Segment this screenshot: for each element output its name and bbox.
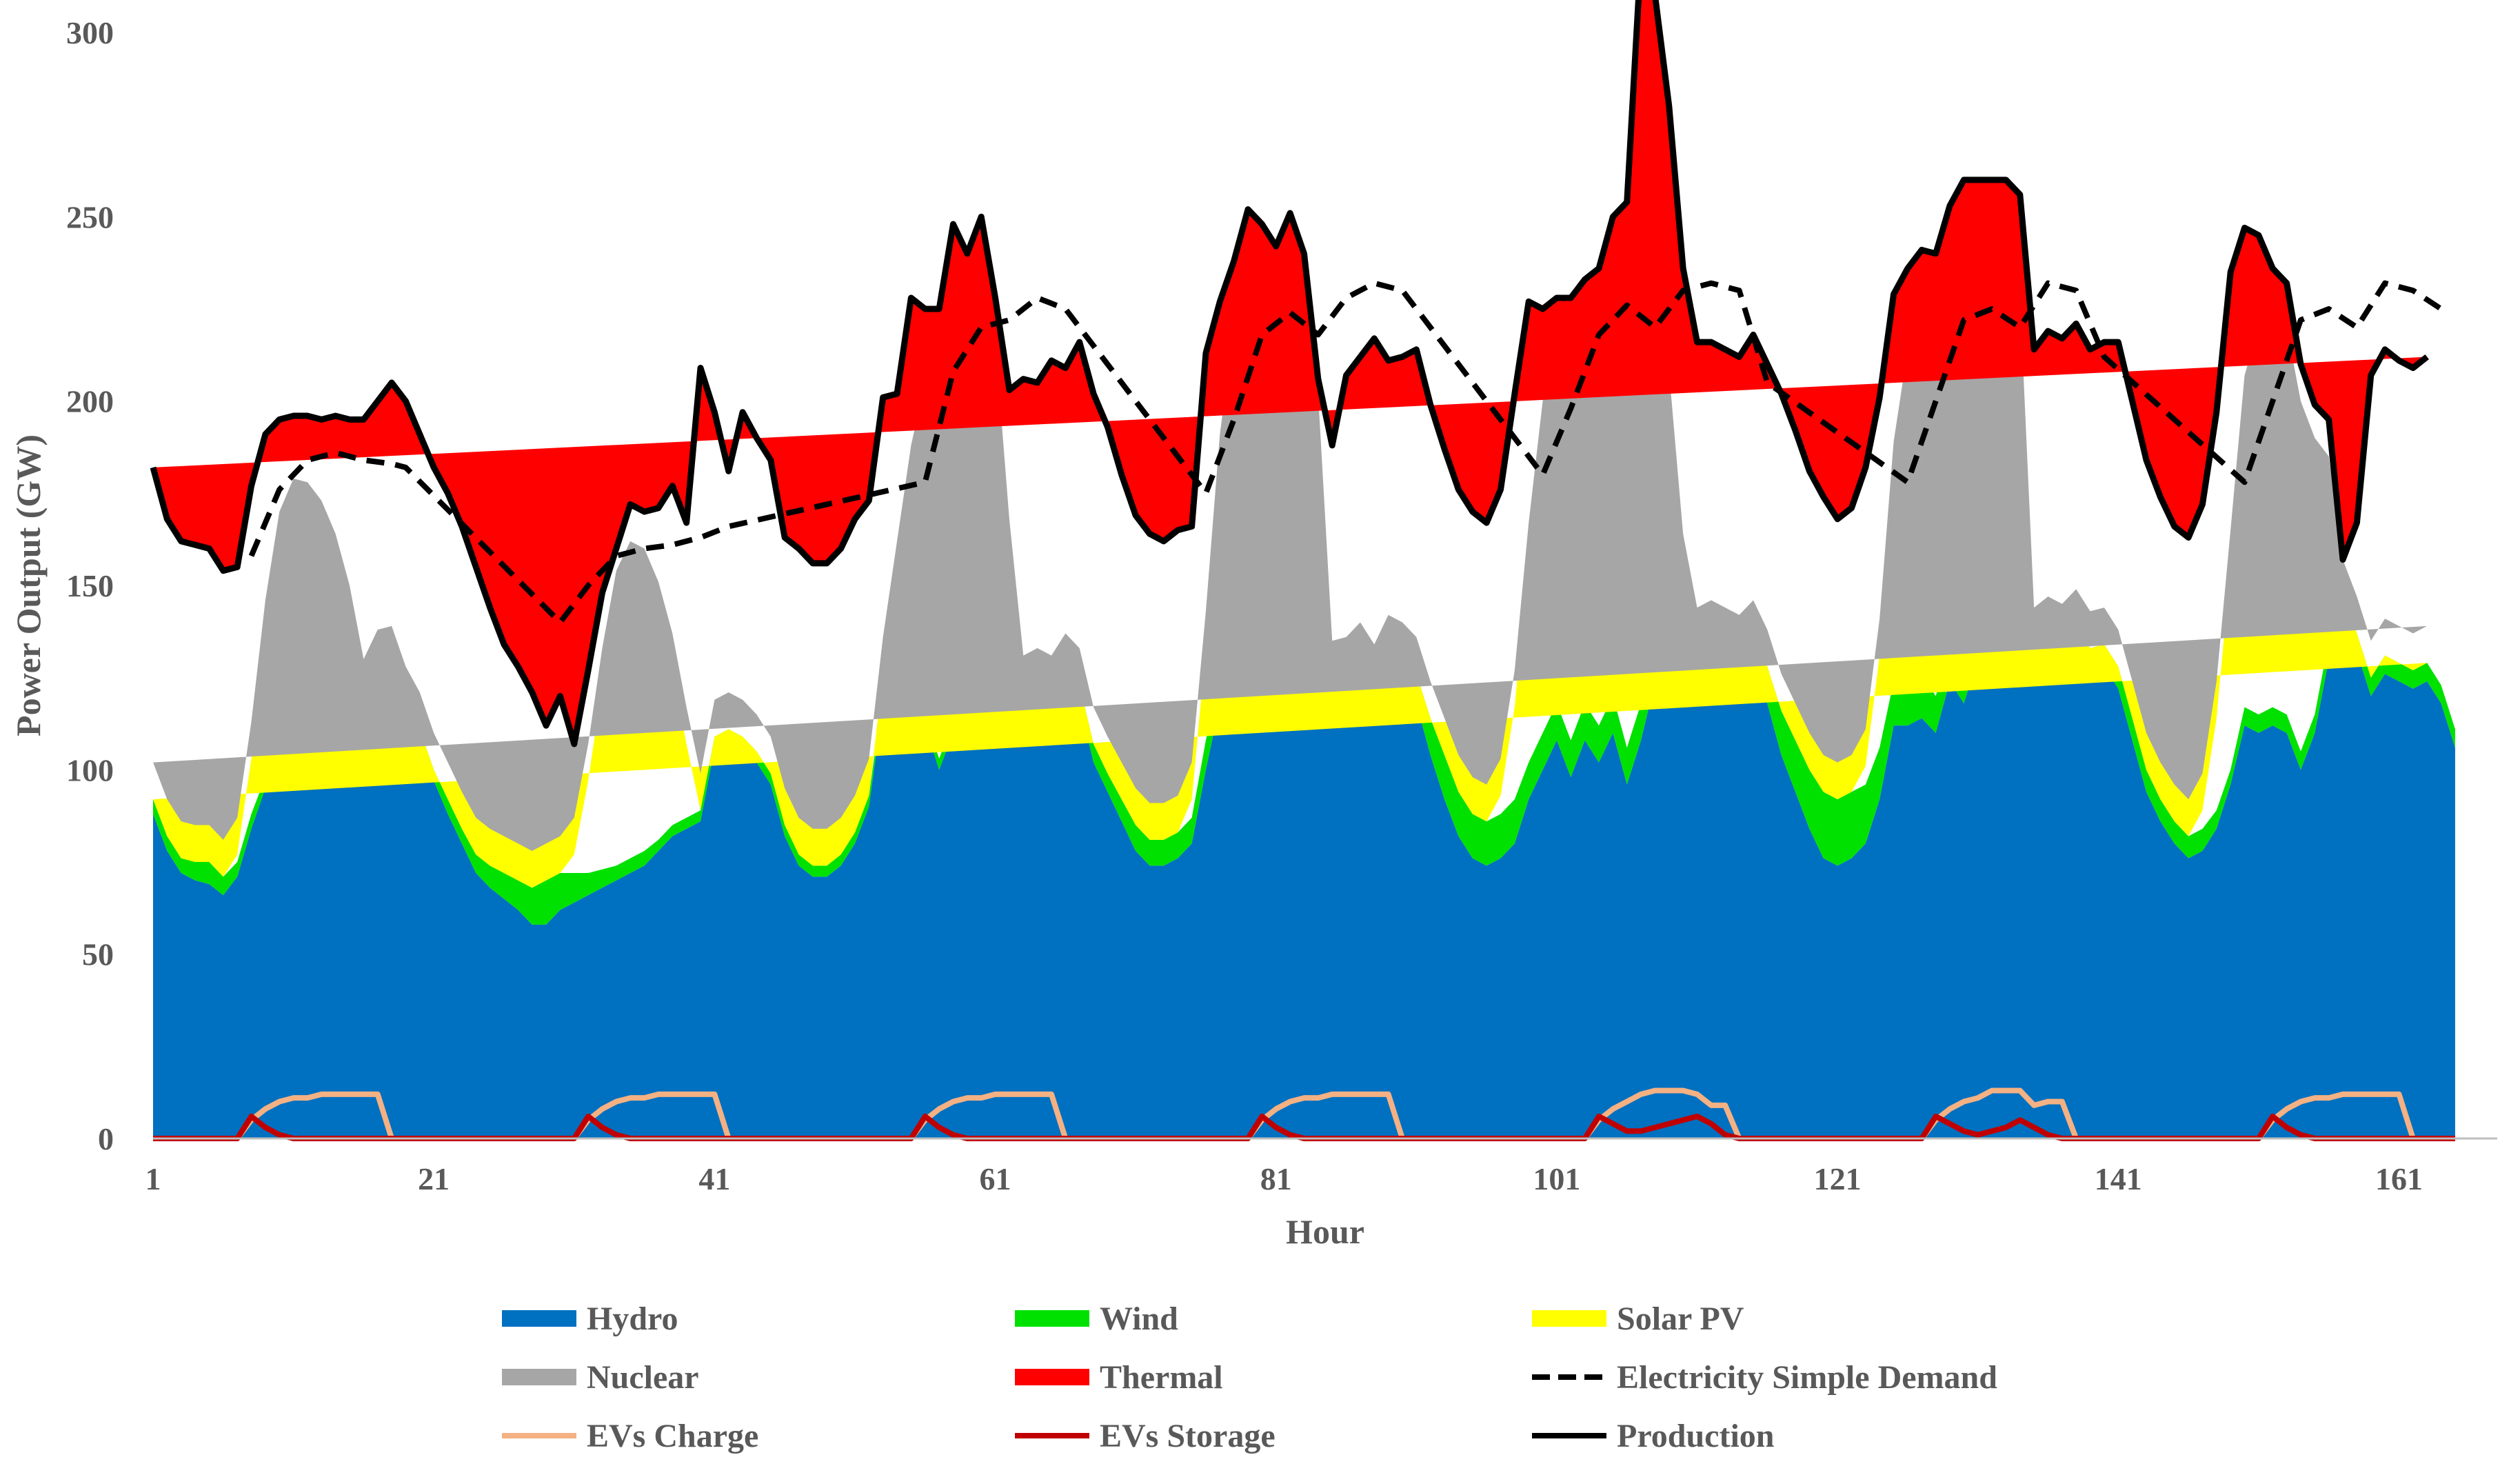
legend-label: Hydro <box>587 1301 678 1337</box>
legend-label: Thermal <box>1100 1359 1223 1396</box>
y-tick-labels: 0 50 100 150 200 250 300 <box>66 15 114 1156</box>
legend-item-evs-charge: EVs Charge <box>502 1418 758 1454</box>
legend-swatch <box>502 1369 576 1385</box>
legend-swatch <box>1015 1310 1089 1327</box>
y-tick-200: 200 <box>66 384 114 419</box>
legend-label: Wind <box>1100 1301 1178 1337</box>
y-tick-150: 150 <box>66 568 114 603</box>
legend-item-thermal: Thermal <box>1015 1359 1223 1396</box>
area-nuclear <box>153 179 2428 851</box>
stacked-areas <box>153 0 2455 1138</box>
x-tick-61: 61 <box>980 1161 1011 1196</box>
x-tick-121: 121 <box>1814 1161 1862 1196</box>
legend-item-solar-pv: Solar PV <box>1532 1301 1744 1337</box>
y-tick-300: 300 <box>66 15 114 50</box>
y-tick-250: 250 <box>66 199 114 234</box>
legend-label: Solar PV <box>1617 1301 1744 1337</box>
legend-swatch <box>502 1310 576 1327</box>
x-tick-labels: 1 21 41 61 81 101 121 141 161 <box>145 1161 2423 1196</box>
y-axis-title: Power Output (GW) <box>9 434 48 736</box>
x-tick-41: 41 <box>698 1161 730 1196</box>
line-production <box>150 0 2429 747</box>
x-tick-101: 101 <box>1533 1161 1580 1196</box>
x-tick-21: 21 <box>418 1161 450 1196</box>
legend-swatch <box>1015 1369 1089 1385</box>
x-tick-1: 1 <box>145 1161 161 1196</box>
legend-item-production: Production <box>1532 1418 1774 1454</box>
legend-label: EVs Storage <box>1100 1418 1276 1454</box>
y-tick-50: 50 <box>82 937 114 972</box>
y-tick-100: 100 <box>66 752 114 787</box>
legend-label: EVs Charge <box>587 1418 758 1454</box>
area-thermal <box>153 0 2428 744</box>
legend-item-nuclear: Nuclear <box>502 1359 699 1396</box>
legend-label: Nuclear <box>587 1359 699 1396</box>
y-tick-0: 0 <box>98 1121 114 1156</box>
line-electricity-simple-demand <box>248 280 2443 625</box>
legend-item-hydro: Hydro <box>502 1301 678 1337</box>
x-axis-title: Hour <box>1286 1212 1364 1251</box>
legend-label: Production <box>1617 1418 1774 1454</box>
x-tick-141: 141 <box>2095 1161 2142 1196</box>
area-hydro <box>153 585 2455 1138</box>
legend: Hydro Wind Solar PV Nuclear Thermal Electrici… <box>502 1301 1997 1454</box>
legend-item-electricity-simple-demand: Electricity Simple Demand <box>1532 1359 1997 1396</box>
legend-item-evs-storage: EVs Storage <box>1015 1418 1276 1454</box>
legend-swatch <box>1532 1310 1606 1327</box>
legend-item-wind: Wind <box>1015 1301 1178 1337</box>
x-tick-81: 81 <box>1260 1161 1292 1196</box>
legend-label: Electricity Simple Demand <box>1617 1359 1997 1396</box>
x-tick-161: 161 <box>2375 1161 2423 1196</box>
